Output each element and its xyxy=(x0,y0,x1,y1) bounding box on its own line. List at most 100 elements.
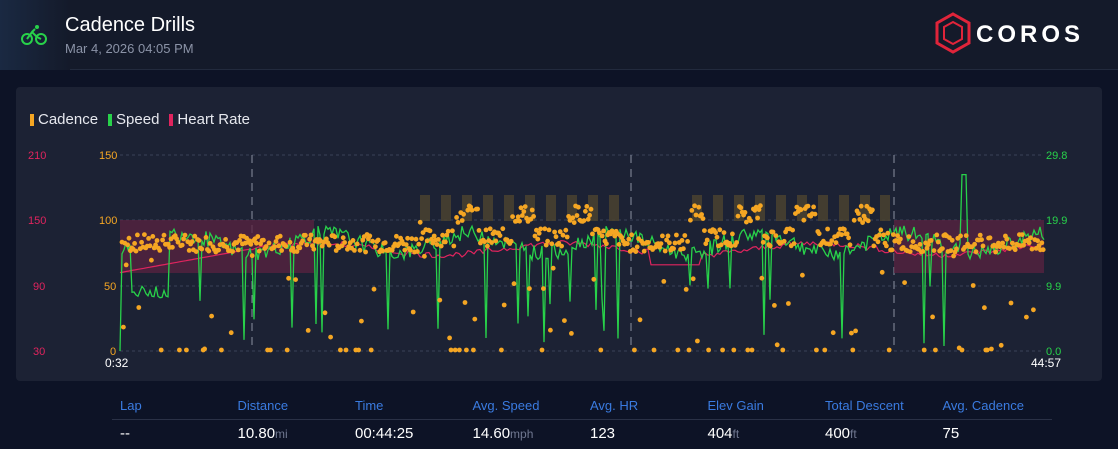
cadence-point xyxy=(598,347,604,353)
cadence-point xyxy=(146,236,152,241)
cadence-point xyxy=(207,241,213,246)
cadence-point xyxy=(585,216,591,222)
cadence-point xyxy=(483,227,489,233)
cadence-point xyxy=(814,347,819,353)
legend-swatch-heart-rate xyxy=(169,113,174,126)
cadence-point xyxy=(760,239,766,245)
stat-value-lap: -- xyxy=(120,425,130,442)
cadence-point xyxy=(597,230,602,236)
cadence-point xyxy=(520,213,525,218)
cadence-point xyxy=(907,249,913,255)
cadence-point xyxy=(249,253,255,259)
cadence-point xyxy=(436,237,441,242)
cadence-point xyxy=(410,309,416,315)
cadence-point xyxy=(877,232,882,238)
cadence-point xyxy=(542,226,548,232)
cadence-point xyxy=(476,228,482,233)
cadence-point xyxy=(948,248,954,254)
activity-datetime: Mar 4, 2026 04:05 PM xyxy=(65,41,194,56)
cadence-point xyxy=(121,324,126,330)
cadence-point xyxy=(529,207,535,213)
cadence-point xyxy=(248,241,254,247)
cadence-point xyxy=(186,248,192,253)
cadence-point xyxy=(871,243,877,249)
cadence-point xyxy=(972,241,977,247)
lap-stats-table: Lap Distance Time Avg. Speed Avg. HR Ele… xyxy=(112,392,1052,448)
cadence-point xyxy=(980,243,986,249)
stat-header-avg-cadence: Avg. Cadence xyxy=(942,398,1024,413)
cadence-point xyxy=(658,241,664,247)
cadence-point xyxy=(493,238,499,244)
stat-unit-total-descent: ft xyxy=(850,427,857,441)
cadence-point xyxy=(920,249,926,254)
cadence-point xyxy=(403,242,409,248)
stat-header-time: Time xyxy=(355,398,384,413)
legend-item-cadence[interactable]: Cadence xyxy=(30,111,98,128)
cadence-point xyxy=(415,249,420,254)
stat-value-avg-hr: 123 xyxy=(590,425,616,442)
cadence-point xyxy=(857,217,863,222)
cadence-point xyxy=(532,233,538,239)
cadence-point xyxy=(413,236,419,242)
cadence-point xyxy=(829,238,835,244)
cadence-point xyxy=(254,240,259,246)
stats-header-row: Lap Distance Time Avg. Speed Avg. HR Ele… xyxy=(112,392,1052,420)
stat-value-avg-cadence: 75 xyxy=(942,425,960,442)
cadence-point xyxy=(445,228,451,234)
cadence-point xyxy=(930,314,935,320)
interval-marker xyxy=(818,195,828,221)
hr-tick-label: 150 xyxy=(28,215,46,227)
cadence-point xyxy=(287,239,293,245)
cadence-point xyxy=(661,279,667,284)
cadence-point xyxy=(742,210,748,215)
cadence-point xyxy=(798,207,804,213)
cadence-point xyxy=(557,229,563,235)
speed-tick-label: 29.8 xyxy=(1046,150,1067,162)
cadence-point xyxy=(671,246,676,252)
cadence-point xyxy=(293,277,298,282)
cadence-point xyxy=(177,347,182,353)
cadence-point xyxy=(444,232,450,238)
cadence-point xyxy=(682,233,688,238)
cadence-point xyxy=(339,243,345,249)
cadence-point xyxy=(584,204,590,209)
stat-cell-total-descent: 400ft xyxy=(817,425,935,443)
hr-tick-label: 30 xyxy=(33,346,45,358)
cadence-point xyxy=(536,230,542,236)
cadence-point xyxy=(844,231,850,237)
cadence-point xyxy=(770,229,776,235)
hr-tick-label: 210 xyxy=(28,150,46,162)
cadence-point xyxy=(924,245,930,251)
cadence-point xyxy=(962,244,968,250)
cadence-point xyxy=(934,232,940,238)
cadence-point xyxy=(587,212,592,218)
cadence-point xyxy=(989,346,994,352)
cadence-point xyxy=(998,342,1004,348)
cadence-point xyxy=(328,334,333,340)
cadence-point xyxy=(720,347,725,353)
cadence-point xyxy=(181,236,187,242)
cadence-point xyxy=(255,234,261,239)
cadence-point xyxy=(500,226,506,232)
legend-item-speed[interactable]: Speed xyxy=(108,111,159,128)
interval-marker xyxy=(525,195,535,221)
cadence-point xyxy=(261,237,266,243)
cadence-point xyxy=(591,276,597,282)
cadence-point xyxy=(389,247,395,253)
cadence-point xyxy=(123,262,129,268)
cadence-point xyxy=(409,236,415,242)
cadence-point xyxy=(881,232,886,238)
cadence-point xyxy=(487,226,493,232)
cadence-point xyxy=(662,248,668,254)
stat-unit-distance: mi xyxy=(275,427,288,441)
cadence-point xyxy=(683,287,689,292)
cadence-point xyxy=(424,238,430,244)
cadence-point xyxy=(459,218,465,223)
cadence-point xyxy=(875,239,881,245)
legend-item-heart-rate[interactable]: Heart Rate xyxy=(169,111,250,128)
cadence-point xyxy=(692,203,697,209)
cadence-point xyxy=(688,217,693,223)
cadence-point xyxy=(461,211,466,217)
cadence-point xyxy=(935,239,941,245)
